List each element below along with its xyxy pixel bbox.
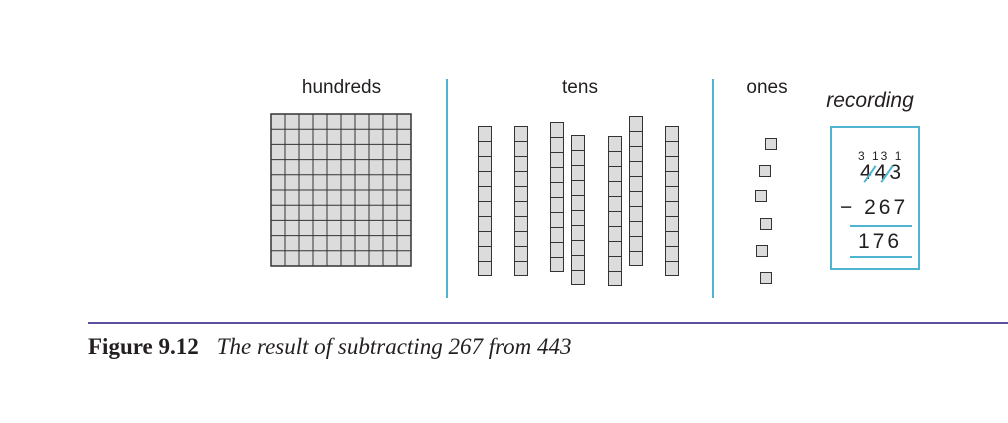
ones-heading: ones: [746, 77, 788, 98]
column-divider: [446, 79, 448, 298]
ten-rod: [608, 136, 622, 286]
one-unit: [765, 138, 777, 150]
subtraction-line: [850, 225, 912, 227]
one-unit: [760, 272, 772, 284]
rod-segment-line: [479, 261, 491, 262]
rod-segment-line: [666, 261, 678, 262]
rod-segment-line: [515, 261, 527, 262]
ten-rod: [571, 135, 585, 285]
rod-segment-line: [479, 156, 491, 157]
rod-segment-line: [666, 186, 678, 187]
rod-segment-line: [572, 180, 584, 181]
rod-segment-line: [479, 141, 491, 142]
rod-segment-line: [479, 231, 491, 232]
rod-segment-line: [666, 141, 678, 142]
result-underline: [850, 256, 912, 258]
rod-segment-line: [479, 216, 491, 217]
rod-segment-line: [572, 240, 584, 241]
rod-segment-line: [551, 227, 563, 228]
rod-segment-line: [572, 255, 584, 256]
ten-rod: [550, 122, 564, 272]
rod-segment-line: [609, 241, 621, 242]
rod-segment-line: [609, 256, 621, 257]
rod-segment-line: [515, 141, 527, 142]
rod-segment-line: [666, 171, 678, 172]
rod-segment-line: [551, 137, 563, 138]
rod-segment-line: [630, 131, 642, 132]
rod-segment-line: [666, 231, 678, 232]
tens-heading: tens: [562, 77, 598, 98]
rod-segment-line: [479, 186, 491, 187]
rod-segment-line: [479, 246, 491, 247]
rod-segment-line: [572, 195, 584, 196]
rod-segment-line: [479, 201, 491, 202]
rod-segment-line: [551, 197, 563, 198]
ten-rod: [629, 116, 643, 266]
rod-segment-line: [551, 182, 563, 183]
ten-rod: [665, 126, 679, 276]
one-unit: [760, 218, 772, 230]
rod-segment-line: [515, 216, 527, 217]
rod-segment-line: [515, 246, 527, 247]
rod-segment-line: [572, 270, 584, 271]
rod-segment-line: [609, 196, 621, 197]
rod-segment-line: [666, 216, 678, 217]
hundreds-flat: [270, 113, 412, 267]
rod-segment-line: [515, 201, 527, 202]
rod-segment-line: [572, 165, 584, 166]
caption-title: The result of subtracting 267 from 443: [216, 334, 572, 359]
caption-rule: [88, 322, 1008, 324]
column-divider: [712, 79, 714, 298]
rod-segment-line: [609, 226, 621, 227]
rod-segment-line: [630, 161, 642, 162]
rod-segment-line: [609, 271, 621, 272]
rod-segment-line: [630, 221, 642, 222]
one-unit: [755, 190, 767, 202]
recording-box: [830, 126, 920, 270]
rod-segment-line: [515, 231, 527, 232]
rod-segment-line: [572, 210, 584, 211]
rod-segment-line: [630, 251, 642, 252]
ten-rod: [478, 126, 492, 276]
rod-segment-line: [609, 211, 621, 212]
rod-segment-line: [479, 171, 491, 172]
rod-segment-line: [551, 152, 563, 153]
rod-segment-line: [515, 171, 527, 172]
rod-segment-line: [551, 242, 563, 243]
rod-segment-line: [572, 225, 584, 226]
subtrahend-row: − 267: [840, 196, 909, 219]
rod-segment-line: [630, 176, 642, 177]
rod-segment-line: [630, 146, 642, 147]
rod-segment-line: [630, 236, 642, 237]
recording-heading: recording: [826, 89, 914, 112]
rod-segment-line: [551, 167, 563, 168]
regroup-digits: 3 13 1: [858, 149, 904, 163]
figure-caption: Figure 9.12 The result of subtracting 267…: [88, 334, 572, 360]
one-unit: [759, 165, 771, 177]
rod-segment-line: [609, 181, 621, 182]
ten-rod: [514, 126, 528, 276]
rod-segment-line: [515, 186, 527, 187]
rod-segment-line: [630, 191, 642, 192]
rod-segment-line: [666, 201, 678, 202]
caption-label: Figure 9.12: [88, 334, 199, 359]
rod-segment-line: [630, 206, 642, 207]
rod-segment-line: [551, 257, 563, 258]
one-unit: [756, 245, 768, 257]
rod-segment-line: [551, 212, 563, 213]
result-number: 176: [858, 230, 903, 253]
rod-segment-line: [572, 150, 584, 151]
hundreds-heading: hundreds: [301, 77, 382, 98]
rod-segment-line: [666, 156, 678, 157]
rod-segment-line: [666, 246, 678, 247]
rod-segment-line: [515, 156, 527, 157]
rod-segment-line: [609, 151, 621, 152]
rod-segment-line: [609, 166, 621, 167]
